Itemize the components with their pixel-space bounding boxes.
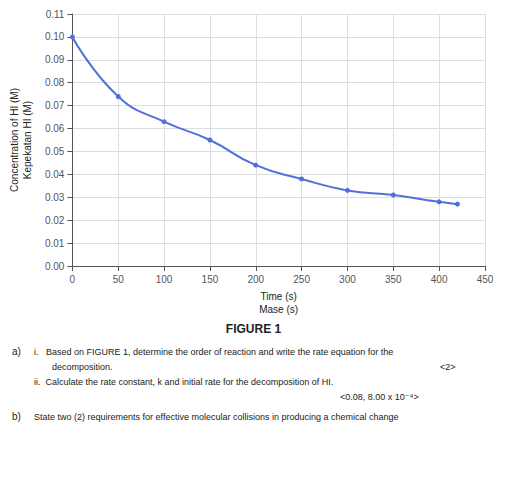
svg-text:0.00: 0.00 (45, 261, 65, 272)
svg-text:FIGURE 1: FIGURE 1 (226, 322, 282, 336)
svg-text:250: 250 (293, 274, 310, 285)
svg-text:a): a) (12, 346, 21, 357)
svg-text:State two (2) requirements for: State two (2) requirements for effective… (34, 412, 399, 422)
svg-text:100: 100 (156, 274, 173, 285)
svg-text:150: 150 (202, 274, 219, 285)
svg-text:0.05: 0.05 (45, 146, 65, 157)
svg-text:0.01: 0.01 (45, 238, 65, 249)
svg-text:350: 350 (385, 274, 402, 285)
svg-text:450: 450 (477, 274, 494, 285)
svg-text:Kepekatan HI (M): Kepekatan HI (M) (22, 101, 33, 179)
svg-text:50: 50 (113, 274, 125, 285)
svg-text:Mase (s): Mase (s) (259, 304, 298, 315)
svg-text:ii. Calculate the rate consta: ii. Calculate the rate constant, k and i… (34, 377, 333, 387)
svg-text:0.10: 0.10 (45, 31, 65, 42)
svg-text:<2>: <2> (440, 362, 456, 372)
svg-text:200: 200 (247, 274, 264, 285)
svg-text:0: 0 (70, 274, 76, 285)
svg-text:0.08: 0.08 (45, 77, 65, 88)
svg-text:300: 300 (339, 274, 356, 285)
svg-text:0.03: 0.03 (45, 192, 65, 203)
svg-text:0.02: 0.02 (45, 215, 65, 226)
svg-text:400: 400 (431, 274, 448, 285)
svg-text:<0.08, 8.00 x 10⁻⁴>: <0.08, 8.00 x 10⁻⁴> (340, 392, 419, 402)
svg-text:i. Based on FIGURE 1, determ: i. Based on FIGURE 1, determine the orde… (34, 347, 393, 357)
svg-text:Time (s): Time (s) (261, 291, 297, 302)
svg-text:Concentration of HI (M): Concentration of HI (M) (9, 88, 20, 192)
svg-text:0.07: 0.07 (45, 100, 65, 111)
svg-text:decomposition.: decomposition. (52, 362, 113, 372)
svg-text:0.09: 0.09 (45, 54, 65, 65)
svg-text:0.11: 0.11 (46, 9, 65, 20)
svg-text:b): b) (12, 411, 21, 422)
svg-text:0.04: 0.04 (45, 169, 65, 180)
svg-text:0.06: 0.06 (45, 123, 65, 134)
